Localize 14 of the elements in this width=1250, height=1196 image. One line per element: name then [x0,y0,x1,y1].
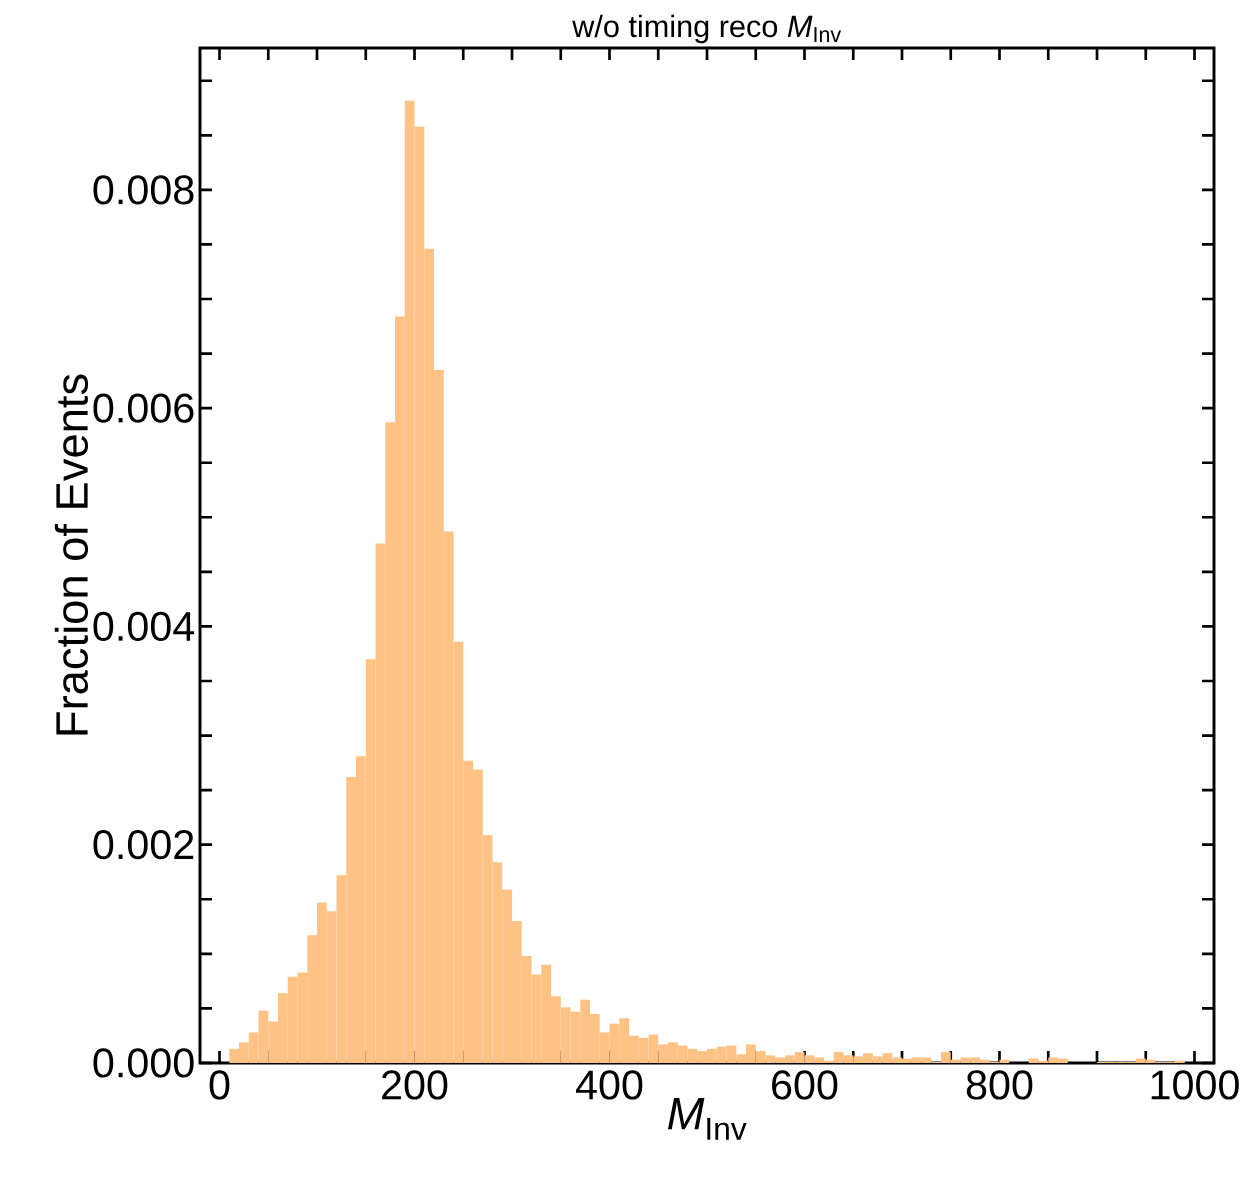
x-tick-label: 800 [966,1070,1033,1100]
x-tick-label: 400 [575,1070,643,1100]
x-tick-label: 1000 [1151,1070,1239,1100]
x-tick-label: 0 [209,1070,230,1100]
y-tick-label: 0.002 [93,830,194,860]
x-tick-label: 600 [772,1070,838,1100]
x-tick-label: 200 [382,1070,448,1100]
y-tick-label: 0.008 [93,175,194,205]
y-tick-label: 0.000 [93,1048,194,1078]
y-tick-label: 0.006 [93,393,194,423]
chart-title: w/o timing reco M$_{Inv}$ [572,14,842,44]
x-axis-title: M$_{Inv}$ [668,1098,747,1140]
y-axis-title: Fraction of Events [54,374,89,735]
y-tick-label: 0.004 [93,611,195,642]
